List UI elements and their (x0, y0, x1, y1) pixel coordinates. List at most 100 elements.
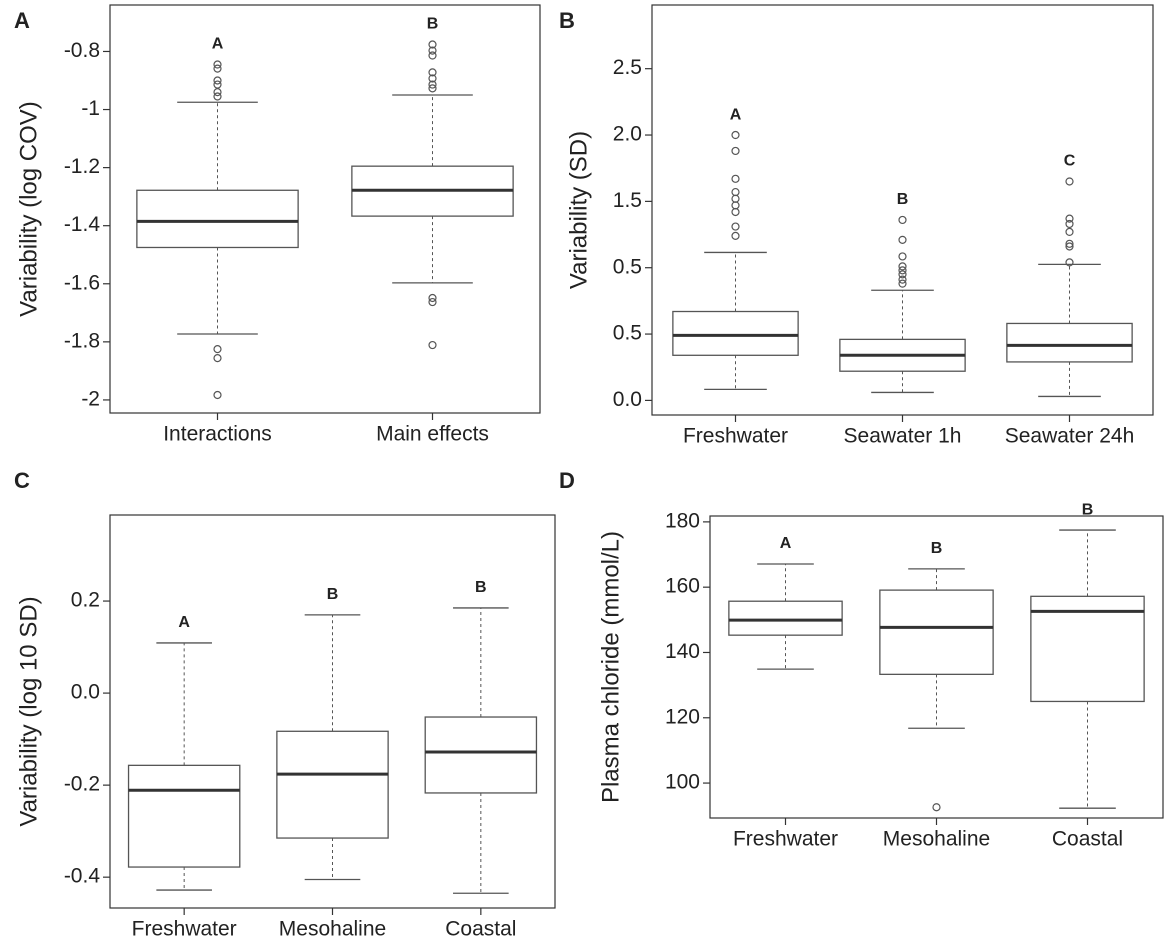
y-axis-label: Variability (SD) (565, 131, 592, 289)
outlier (213, 354, 222, 363)
y-tick-label: -1.4 (64, 213, 101, 236)
outlier (731, 201, 740, 210)
x-tick-label: Seawater 24h (1005, 425, 1135, 448)
x-tick-label: Freshwater (733, 828, 838, 851)
outlier (1065, 219, 1074, 229)
significance-letter: A (730, 106, 742, 123)
y-tick-label: 2.5 (613, 56, 642, 79)
x-tick-label: Interactions (163, 423, 272, 446)
outlier (428, 297, 437, 307)
outlier (428, 293, 437, 303)
panel-label: A (14, 8, 30, 33)
significance-letter: A (780, 535, 792, 552)
significance-letter: B (327, 586, 339, 603)
x-tick-label: Seawater 1h (844, 425, 962, 448)
outlier (898, 215, 907, 225)
y-tick-label: 120 (665, 705, 700, 728)
outlier (1065, 242, 1074, 251)
y-tick-label: -1.2 (64, 155, 100, 178)
outlier (213, 390, 222, 400)
outlier (898, 275, 907, 284)
outlier (731, 207, 740, 217)
y-tick-label: 0.5 (613, 322, 642, 345)
outlier (428, 80, 437, 89)
y-tick-label: 180 (665, 509, 700, 532)
box (1030, 595, 1145, 703)
plot-frame (109, 4, 541, 414)
outlier (731, 130, 740, 140)
box (276, 730, 389, 839)
outlier (898, 279, 907, 288)
y-tick-label: 0.0 (71, 681, 100, 704)
outlier (1065, 214, 1074, 223)
y-tick-label: 160 (665, 575, 700, 598)
y-tick-label: 100 (665, 771, 700, 794)
outlier (213, 345, 222, 354)
significance-letter: B (1082, 501, 1094, 518)
outlier (898, 235, 907, 244)
y-tick-label: -0.8 (64, 39, 100, 62)
x-tick-label: Mesohaline (883, 828, 990, 851)
y-tick-label: -1.6 (64, 271, 100, 294)
x-tick-label: Coastal (445, 918, 516, 941)
outlier (213, 64, 222, 73)
box (127, 764, 241, 868)
outlier (428, 340, 437, 350)
outlier (428, 68, 437, 77)
outlier (898, 266, 907, 275)
box (136, 189, 299, 249)
panel-label: D (559, 468, 575, 493)
x-tick-label: Main effects (376, 423, 489, 446)
significance-letter: C (1064, 153, 1076, 170)
y-tick-label: 0.5 (613, 255, 642, 278)
y-tick-label: -0.4 (64, 865, 101, 888)
outlier (1065, 177, 1074, 186)
box (1006, 322, 1133, 363)
x-tick-label: Freshwater (683, 425, 788, 448)
significance-letter: B (475, 579, 487, 596)
x-tick-label: Mesohaline (279, 918, 386, 941)
outlier (213, 60, 222, 69)
x-tick-label: Freshwater (132, 918, 237, 941)
outlier (213, 76, 222, 85)
y-axis-label: Plasma chloride (mmol/L) (597, 531, 624, 803)
y-tick-label: 140 (665, 640, 700, 663)
panel-label: C (14, 468, 30, 493)
y-tick-label: 0.2 (71, 589, 100, 612)
outlier (428, 46, 437, 55)
significance-letter: A (178, 614, 190, 631)
box (879, 589, 994, 675)
outlier (898, 270, 907, 279)
significance-letter: B (897, 191, 909, 208)
outlier (1065, 239, 1074, 248)
outlier (428, 40, 437, 49)
y-tick-label: -0.2 (64, 773, 100, 796)
outlier (428, 51, 437, 60)
outlier (898, 262, 907, 271)
y-tick-label: -1 (81, 97, 100, 120)
box (728, 600, 843, 636)
outlier (898, 252, 907, 261)
outlier (428, 74, 437, 83)
outlier (731, 194, 740, 203)
outlier (213, 88, 222, 97)
outlier (731, 146, 740, 156)
outlier (428, 84, 437, 93)
box (672, 310, 799, 356)
y-tick-label: 2.0 (613, 123, 642, 146)
y-tick-label: 0.0 (613, 388, 642, 411)
outlier (1065, 227, 1074, 236)
panel-label: B (559, 8, 575, 33)
outlier (731, 187, 740, 197)
y-tick-label: 1.5 (613, 189, 642, 212)
significance-letter: B (427, 16, 439, 33)
y-tick-label: -2 (81, 387, 100, 410)
y-tick-label: -1.8 (64, 329, 100, 352)
outlier (731, 222, 740, 231)
significance-letter: A (212, 36, 224, 53)
box (424, 716, 538, 794)
y-axis-label: Variability (log COV) (15, 101, 42, 317)
outlier (932, 803, 941, 812)
outlier (213, 92, 222, 101)
